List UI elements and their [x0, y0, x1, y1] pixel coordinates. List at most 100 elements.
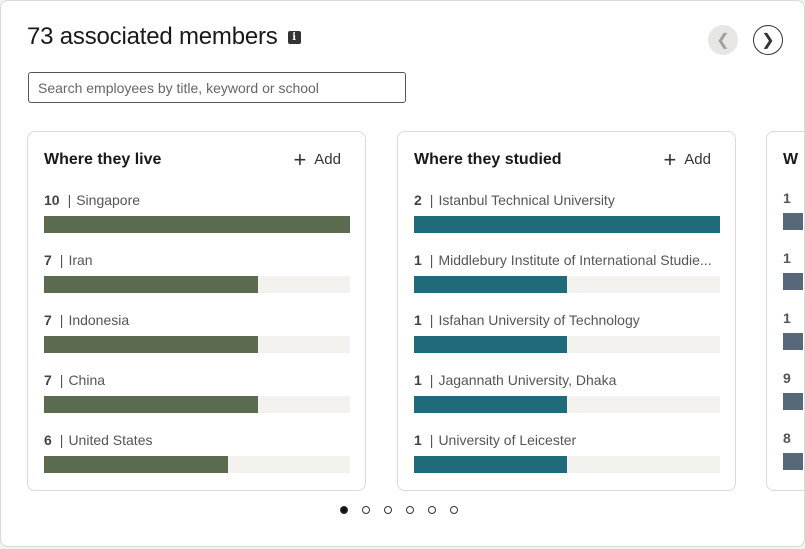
bar-count: 2 [414, 192, 422, 208]
add-button[interactable]: + Add [663, 146, 711, 172]
bar-track[interactable] [44, 456, 350, 473]
pagination-dot[interactable] [340, 506, 348, 514]
separator: | [429, 432, 434, 448]
plus-icon: + [293, 146, 307, 172]
peek-bar [783, 393, 803, 410]
bar-name: Iran [68, 252, 93, 268]
bar-count: 10 [44, 192, 60, 208]
peek-card-title: W [783, 151, 799, 168]
bar-count: 1 [414, 372, 422, 388]
bar-row-label: 7 | Indonesia [44, 312, 344, 328]
bar-fill [44, 456, 228, 473]
pagination-dot[interactable] [406, 506, 414, 514]
pagination-dots [340, 506, 458, 514]
bar-row[interactable]: 1 | Isfahan University of Technology [414, 312, 720, 353]
bar-fill [44, 336, 259, 353]
bar-row[interactable]: 10 | Singapore [44, 192, 350, 233]
peek-bar [783, 213, 803, 230]
plus-icon: + [663, 146, 677, 172]
bar-count: 6 [44, 432, 52, 448]
bar-name: Indonesia [68, 312, 130, 328]
bar-track[interactable] [44, 216, 350, 233]
pagination-dot[interactable] [384, 506, 392, 514]
bar-row[interactable]: 7 | Indonesia [44, 312, 350, 353]
bar-track[interactable] [414, 216, 720, 233]
separator: | [429, 192, 434, 208]
bar-row-label: 6 | United States [44, 432, 344, 448]
peek-bar [783, 273, 803, 290]
peek-count: 1 [783, 190, 791, 206]
bar-track[interactable] [414, 276, 720, 293]
bar-name: Isfahan University of Technology [438, 312, 640, 328]
bar-name: China [68, 372, 106, 388]
bar-count: 7 [44, 252, 52, 268]
bar-row-label: 1 | Jagannath University, Dhaka [414, 372, 714, 388]
bar-name: Jagannath University, Dhaka [438, 372, 617, 388]
bar-row[interactable]: 7 | China [44, 372, 350, 413]
next-button[interactable]: ❯ [753, 25, 783, 55]
bar-fill [414, 336, 567, 353]
pagination-dot[interactable] [428, 506, 436, 514]
chevron-left-icon: ❮ [716, 32, 730, 49]
search-input[interactable] [28, 72, 406, 103]
bar-count: 1 [414, 252, 422, 268]
peek-count: 9 [783, 370, 791, 386]
card-title: Where they studied [414, 151, 562, 168]
peek-count: 1 [783, 250, 791, 266]
bar-row-label: 1 | Middlebury Institute of International … [414, 252, 714, 268]
bar-row-label: 1 | University of Leicester [414, 432, 714, 448]
pagination-dot[interactable] [450, 506, 458, 514]
bar-row[interactable]: 1 | Middlebury Institute of International … [414, 252, 720, 293]
insight-card: Where they studied + Add 2 | Istanbul Technic… [397, 131, 736, 491]
bar-fill [44, 396, 259, 413]
bar-row[interactable]: 7 | Iran [44, 252, 350, 293]
separator: | [67, 192, 72, 208]
bar-name: University of Leicester [438, 432, 577, 448]
bar-row[interactable]: 6 | United States [44, 432, 350, 473]
bar-fill [414, 456, 567, 473]
add-button-label: Add [684, 151, 711, 168]
add-button[interactable]: + Add [293, 146, 341, 172]
page-title: 73 associated members [27, 23, 278, 50]
bar-row-label: 10 | Singapore [44, 192, 344, 208]
bar-count: 7 [44, 372, 52, 388]
bar-row-label: 1 | Isfahan University of Technology [414, 312, 714, 328]
card-peek[interactable]: W 1 1 1 9 8 [766, 131, 804, 491]
bar-track[interactable] [414, 456, 720, 473]
bar-track[interactable] [44, 276, 350, 293]
pagination-dot[interactable] [362, 506, 370, 514]
separator: | [59, 432, 64, 448]
separator: | [59, 252, 64, 268]
add-button-label: Add [314, 151, 341, 168]
peek-count: 1 [783, 310, 791, 326]
separator: | [59, 372, 64, 388]
bar-fill [44, 276, 259, 293]
bar-count: 1 [414, 432, 422, 448]
card-title: Where they live [44, 151, 162, 168]
bar-count: 1 [414, 312, 422, 328]
bar-fill [414, 216, 720, 233]
separator: | [429, 372, 434, 388]
insight-card: Where they live + Add 10 | Singapore 7 | Iran 7 | I… [27, 131, 366, 491]
bar-count: 7 [44, 312, 52, 328]
peek-bar [783, 453, 803, 470]
bar-row[interactable]: 1 | University of Leicester [414, 432, 720, 473]
bar-track[interactable] [44, 336, 350, 353]
bar-fill [414, 276, 567, 293]
bar-row[interactable]: 1 | Jagannath University, Dhaka [414, 372, 720, 413]
info-icon[interactable]: i [287, 30, 301, 44]
bar-name: Istanbul Technical University [438, 192, 615, 208]
bar-row-label: 7 | China [44, 372, 344, 388]
previous-button[interactable]: ❮ [708, 25, 738, 55]
peek-bar [783, 333, 803, 350]
bar-row-label: 2 | Istanbul Technical University [414, 192, 714, 208]
bar-fill [44, 216, 350, 233]
bar-name: Middlebury Institute of International St… [438, 252, 712, 268]
bar-track[interactable] [414, 336, 720, 353]
chevron-right-icon: ❯ [761, 32, 775, 49]
bar-track[interactable] [414, 396, 720, 413]
bar-fill [414, 396, 567, 413]
bar-row[interactable]: 2 | Istanbul Technical University [414, 192, 720, 233]
bar-track[interactable] [44, 396, 350, 413]
peek-count: 8 [783, 430, 791, 446]
